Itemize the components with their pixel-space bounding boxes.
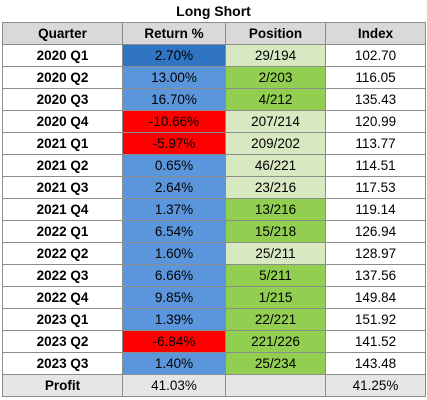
- table-row: 2022 Q4 9.85% 1/215 149.84: [2, 286, 426, 309]
- quarter-cell: 2023 Q3: [2, 352, 123, 375]
- profit-position: [225, 374, 326, 397]
- return-cell: 2.64%: [122, 176, 226, 199]
- index-cell: 135.43: [325, 88, 426, 111]
- header-position: Position: [225, 22, 326, 45]
- position-cell: 25/211: [225, 242, 326, 265]
- quarter-cell: 2020 Q3: [2, 88, 123, 111]
- position-cell: 221/226: [225, 330, 326, 353]
- table-row: 2021 Q1 -5.97% 209/202 113.77: [2, 132, 426, 155]
- index-cell: 141.52: [325, 330, 426, 353]
- index-cell: 114.51: [325, 154, 426, 177]
- return-cell: -5.97%: [122, 132, 226, 155]
- quarter-cell: 2021 Q3: [2, 176, 123, 199]
- position-cell: 15/218: [225, 220, 326, 243]
- header-index: Index: [325, 22, 426, 45]
- table-row: 2021 Q4 1.37% 13/216 119.14: [2, 198, 426, 221]
- table-body: 2020 Q1 2.70% 29/194 102.70 2020 Q2 13.00% 2/2…: [2, 44, 426, 375]
- index-cell: 137.56: [325, 264, 426, 287]
- position-cell: 207/214: [225, 110, 326, 133]
- index-cell: 126.94: [325, 220, 426, 243]
- position-cell: 4/212: [225, 88, 326, 111]
- profit-index: 41.25%: [325, 374, 426, 397]
- return-cell: 1.37%: [122, 198, 226, 221]
- quarter-cell: 2022 Q2: [2, 242, 123, 265]
- header-quarter: Quarter: [2, 22, 123, 45]
- return-cell: 1.39%: [122, 308, 226, 331]
- returns-table: Quarter Return % Position Index 2020 Q1 2…: [2, 22, 426, 397]
- index-cell: 120.99: [325, 110, 426, 133]
- quarter-cell: 2021 Q2: [2, 154, 123, 177]
- quarter-cell: 2021 Q4: [2, 198, 123, 221]
- return-cell: 9.85%: [122, 286, 226, 309]
- return-cell: 1.60%: [122, 242, 226, 265]
- table-title: Long Short: [176, 3, 251, 19]
- table-row: 2020 Q3 16.70% 4/212 135.43: [2, 88, 426, 111]
- table-row: 2023 Q1 1.39% 22/221 151.92: [2, 308, 426, 331]
- position-cell: 2/203: [225, 66, 326, 89]
- return-cell: 6.54%: [122, 220, 226, 243]
- index-cell: 128.97: [325, 242, 426, 265]
- table-row: 2023 Q2 -6.84% 221/226 141.52: [2, 330, 426, 353]
- return-cell: 6.66%: [122, 264, 226, 287]
- return-cell: 0.65%: [122, 154, 226, 177]
- table-row: 2020 Q4 -10.66% 207/214 120.99: [2, 110, 426, 133]
- return-cell: -6.84%: [122, 330, 226, 353]
- index-cell: 117.53: [325, 176, 426, 199]
- return-cell: 13.00%: [122, 66, 226, 89]
- table-row: 2023 Q3 1.40% 25/234 143.48: [2, 352, 426, 375]
- position-cell: 1/215: [225, 286, 326, 309]
- table-row: 2021 Q3 2.64% 23/216 117.53: [2, 176, 426, 199]
- position-cell: 25/234: [225, 352, 326, 375]
- quarter-cell: 2020 Q4: [2, 110, 123, 133]
- table-row: 2022 Q3 6.66% 5/211 137.56: [2, 264, 426, 287]
- header-return: Return %: [122, 22, 226, 45]
- position-cell: 46/221: [225, 154, 326, 177]
- position-cell: 29/194: [225, 44, 326, 67]
- quarter-cell: 2023 Q2: [2, 330, 123, 353]
- position-cell: 13/216: [225, 198, 326, 221]
- quarter-cell: 2022 Q4: [2, 286, 123, 309]
- index-cell: 143.48: [325, 352, 426, 375]
- quarter-cell: 2022 Q1: [2, 220, 123, 243]
- quarter-cell: 2021 Q1: [2, 132, 123, 155]
- table-row: 2020 Q1 2.70% 29/194 102.70: [2, 44, 426, 67]
- return-cell: 2.70%: [122, 44, 226, 67]
- index-cell: 116.05: [325, 66, 426, 89]
- index-cell: 151.92: [325, 308, 426, 331]
- return-cell: 1.40%: [122, 352, 226, 375]
- table-row: 2021 Q2 0.65% 46/221 114.51: [2, 154, 426, 177]
- table-row: 2022 Q2 1.60% 25/211 128.97: [2, 242, 426, 265]
- quarter-cell: 2023 Q1: [2, 308, 123, 331]
- table-row: 2020 Q2 13.00% 2/203 116.05: [2, 66, 426, 89]
- return-cell: -10.66%: [122, 110, 226, 133]
- quarter-cell: 2020 Q1: [2, 44, 123, 67]
- position-cell: 209/202: [225, 132, 326, 155]
- index-cell: 119.14: [325, 198, 426, 221]
- table-row: 2022 Q1 6.54% 15/218 126.94: [2, 220, 426, 243]
- position-cell: 22/221: [225, 308, 326, 331]
- profit-row: Profit 41.03% 41.25%: [2, 374, 426, 397]
- profit-label: Profit: [2, 374, 123, 397]
- position-cell: 5/211: [225, 264, 326, 287]
- header-row: Quarter Return % Position Index: [2, 22, 426, 45]
- index-cell: 102.70: [325, 44, 426, 67]
- position-cell: 23/216: [225, 176, 326, 199]
- quarter-cell: 2022 Q3: [2, 264, 123, 287]
- profit-return: 41.03%: [122, 374, 226, 397]
- return-cell: 16.70%: [122, 88, 226, 111]
- index-cell: 113.77: [325, 132, 426, 155]
- index-cell: 149.84: [325, 286, 426, 309]
- quarter-cell: 2020 Q2: [2, 66, 123, 89]
